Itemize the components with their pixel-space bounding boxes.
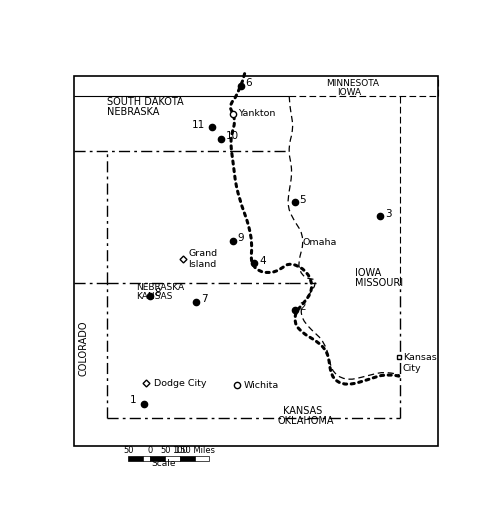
Text: SOUTH DAKOTA: SOUTH DAKOTA: [107, 97, 184, 107]
Text: Omaha: Omaha: [303, 238, 337, 247]
Text: MINNESOTA: MINNESOTA: [326, 78, 379, 87]
Text: NEBRASKA: NEBRASKA: [136, 283, 184, 292]
Text: 0: 0: [148, 445, 153, 454]
Text: 8: 8: [154, 288, 161, 298]
Text: COLORADO: COLORADO: [79, 321, 89, 376]
Text: KANSAS: KANSAS: [136, 293, 172, 302]
Bar: [194, 456, 210, 461]
Text: Scale: Scale: [151, 459, 176, 468]
Text: 2: 2: [300, 303, 306, 313]
Text: 3: 3: [385, 209, 392, 219]
Text: Grand
Island: Grand Island: [188, 249, 217, 269]
Text: Yankton: Yankton: [238, 110, 275, 118]
Text: 50: 50: [123, 445, 134, 454]
Text: 7: 7: [201, 294, 207, 304]
Text: NEBRASKA: NEBRASKA: [107, 107, 160, 117]
Text: IOWA: IOWA: [355, 268, 382, 278]
Text: 6: 6: [246, 78, 252, 88]
Text: 9: 9: [238, 233, 244, 243]
Text: 5: 5: [300, 195, 306, 205]
Text: Wichita: Wichita: [244, 381, 279, 390]
Text: 11: 11: [192, 120, 205, 130]
Bar: [150, 456, 165, 461]
Bar: [180, 456, 194, 461]
Text: 4: 4: [259, 256, 266, 266]
Bar: [143, 456, 150, 461]
Text: Dodge City: Dodge City: [154, 379, 207, 388]
Text: IOWA: IOWA: [338, 88, 362, 97]
Text: 1: 1: [130, 395, 137, 405]
Bar: [128, 456, 143, 461]
Text: 100: 100: [172, 445, 188, 454]
Text: 50: 50: [160, 445, 170, 454]
FancyBboxPatch shape: [74, 76, 438, 446]
Text: OKLAHOMA: OKLAHOMA: [278, 416, 334, 426]
Text: 150 Miles: 150 Miles: [174, 445, 214, 454]
Text: KANSAS: KANSAS: [284, 406, 323, 415]
Text: MISSOURI: MISSOURI: [355, 278, 403, 288]
Text: 10: 10: [226, 131, 239, 141]
Bar: [165, 456, 180, 461]
Text: Kansas
City: Kansas City: [402, 353, 436, 372]
